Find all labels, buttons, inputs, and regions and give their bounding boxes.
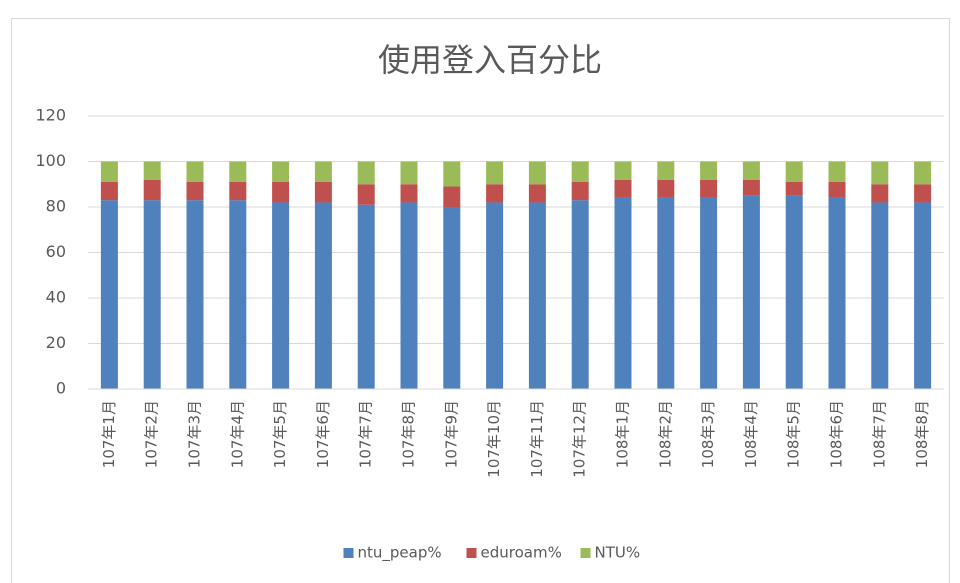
- bar-segment: [100, 181, 118, 201]
- bar-segment: [571, 181, 589, 201]
- legend-swatch: [343, 548, 354, 558]
- bar-segment: [357, 161, 375, 185]
- bar-segment: [914, 202, 932, 389]
- bar-segment: [186, 161, 204, 182]
- bar-segment: [443, 207, 461, 389]
- bar-segment: [186, 181, 204, 201]
- x-tick-label: 107年11月: [528, 400, 546, 478]
- bar-segment: [700, 161, 718, 180]
- x-tick-label: 108年3月: [699, 400, 717, 468]
- x-tick-label: 108年5月: [785, 400, 803, 468]
- y-tick-label: 40: [46, 288, 66, 307]
- legend-label: NTU%: [595, 544, 641, 562]
- x-tick-label: 107年3月: [186, 400, 204, 468]
- legend-label: eduroam%: [481, 544, 562, 562]
- bar-segment: [100, 161, 118, 182]
- y-tick-label: 60: [46, 242, 66, 261]
- bar-segment: [443, 186, 461, 207]
- bar-segment: [100, 200, 118, 389]
- x-tick-label: 108年1月: [614, 400, 632, 468]
- bar-segment: [443, 161, 461, 187]
- legend-swatch: [466, 548, 477, 558]
- bar-segment: [657, 161, 675, 180]
- bar-segment: [785, 195, 803, 389]
- bar-segment: [314, 181, 332, 203]
- bar-segment: [914, 161, 932, 185]
- x-tick-label: 107年6月: [314, 400, 332, 468]
- bar-segment: [229, 200, 247, 389]
- bar-segment: [143, 179, 161, 201]
- bar-segment: [486, 184, 504, 203]
- bar-segment: [314, 161, 332, 182]
- x-tick-label: 108年2月: [656, 400, 674, 468]
- bar-segment: [143, 200, 161, 389]
- bar-segment: [785, 181, 803, 196]
- y-tick-label: 0: [56, 379, 66, 398]
- x-tick-label: 107年9月: [442, 400, 460, 468]
- bar-segment: [871, 184, 889, 203]
- bar-segment: [657, 197, 675, 389]
- bar-segment: [785, 161, 803, 182]
- x-tick-label: 107年7月: [357, 400, 375, 468]
- bar-segment: [571, 161, 589, 182]
- bar-segment: [357, 184, 375, 205]
- y-tick-label: 100: [35, 151, 66, 170]
- bar-segment: [742, 195, 760, 389]
- bar-segment: [700, 197, 718, 389]
- bar-segment: [828, 161, 846, 182]
- bar-segment: [528, 161, 546, 185]
- chart-title: 使用登入百分比: [378, 41, 602, 79]
- bar-segment: [400, 184, 418, 203]
- bar-segment: [400, 202, 418, 389]
- bar-segment: [272, 202, 290, 389]
- bar-segment: [742, 161, 760, 180]
- bar-segment: [528, 202, 546, 389]
- bar-segment: [272, 161, 290, 182]
- y-tick-label: 20: [46, 333, 66, 352]
- bar-segment: [357, 204, 375, 389]
- bar-segment: [657, 179, 675, 198]
- bar-segment: [571, 200, 589, 389]
- x-tick-label: 107年8月: [400, 400, 418, 468]
- bar-segment: [186, 200, 204, 389]
- bar-segment: [828, 197, 846, 389]
- y-tick-label: 120: [35, 106, 66, 125]
- x-tick-label: 107年12月: [571, 400, 589, 478]
- x-tick-label: 108年4月: [742, 400, 760, 468]
- bar-segment: [614, 179, 632, 198]
- bar-segment: [614, 197, 632, 389]
- bar-segment: [400, 161, 418, 185]
- legend-label: ntu_peap%: [358, 544, 442, 563]
- bar-segment: [229, 181, 247, 201]
- bar-segment: [828, 181, 846, 198]
- bar-segment: [914, 184, 932, 203]
- bar-segment: [272, 181, 290, 203]
- bar-segment: [314, 202, 332, 389]
- x-tick-label: 107年2月: [143, 400, 161, 468]
- bar-segment: [871, 161, 889, 185]
- bar-segment: [486, 161, 504, 185]
- x-tick-label: 107年5月: [271, 400, 289, 468]
- bar-segment: [742, 179, 760, 196]
- bar-segment: [614, 161, 632, 180]
- bar-segment: [143, 161, 161, 180]
- x-tick-label: 107年10月: [485, 400, 503, 478]
- y-tick-label: 80: [46, 197, 66, 216]
- bar-segment: [871, 202, 889, 389]
- legend-swatch: [580, 548, 591, 558]
- x-tick-label: 108年7月: [870, 400, 888, 468]
- x-tick-label: 107年4月: [228, 400, 246, 468]
- x-tick-label: 107年1月: [100, 400, 118, 468]
- bar-segment: [486, 202, 504, 389]
- bar-segment: [528, 184, 546, 203]
- x-tick-label: 108年6月: [828, 400, 846, 468]
- bar-segment: [700, 179, 718, 198]
- bar-segment: [229, 161, 247, 182]
- x-tick-label: 108年8月: [913, 400, 931, 468]
